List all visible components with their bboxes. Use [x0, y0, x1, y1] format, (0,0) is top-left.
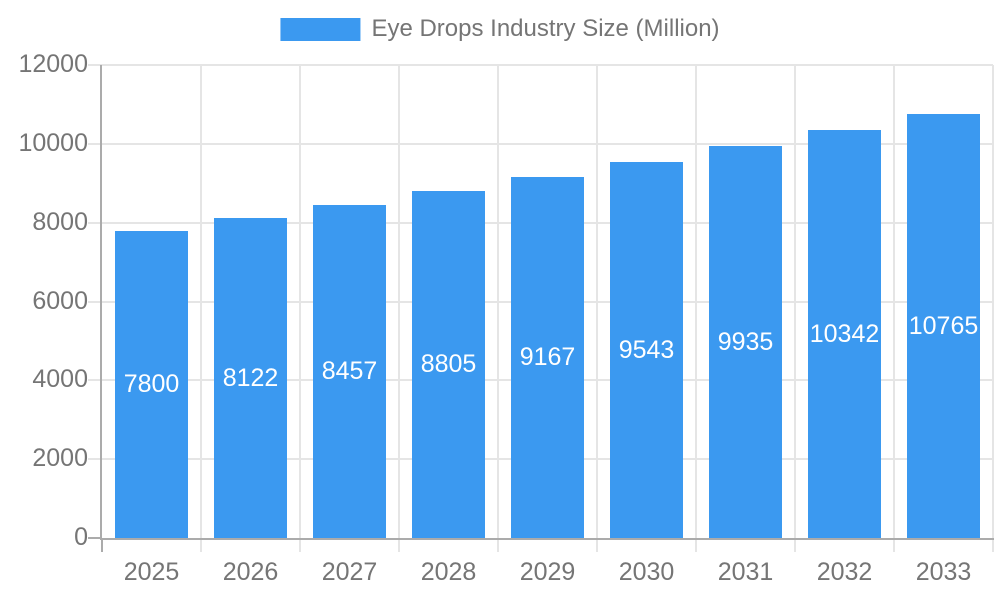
bar-2028[interactable]	[412, 190, 485, 538]
gridline-v	[398, 65, 400, 538]
bar-value-label: 9543	[618, 335, 675, 364]
x-tick-mark	[398, 540, 400, 552]
x-tick-mark	[695, 540, 697, 552]
x-tick-mark	[200, 540, 202, 552]
bar-2029[interactable]	[511, 176, 584, 538]
y-axis-line	[100, 65, 102, 540]
y-axis-tick-label: 4000	[32, 365, 88, 394]
y-axis-tick-label: 12000	[18, 50, 88, 78]
bar-2033[interactable]	[907, 113, 980, 538]
gridline-v	[596, 65, 598, 538]
x-axis-tick-label: 2025	[123, 558, 180, 586]
bar-value-label: 8122	[222, 363, 279, 392]
bar-2025[interactable]	[115, 230, 188, 538]
y-axis-tick-label: 10000	[18, 128, 88, 157]
gridline-v	[695, 65, 697, 538]
x-tick-mark	[101, 540, 103, 552]
bar-2026[interactable]	[214, 217, 287, 538]
bar-2032[interactable]	[808, 130, 881, 538]
x-axis-tick-label: 2030	[618, 558, 675, 586]
bar-value-label: 10765	[908, 311, 979, 340]
bar-value-label: 10342	[809, 320, 880, 349]
x-tick-mark	[299, 540, 301, 552]
x-axis-tick-label: 2027	[321, 558, 378, 586]
x-axis-tick-label: 2029	[519, 558, 576, 586]
x-axis-tick-label: 2026	[222, 558, 279, 586]
bar-value-label: 8805	[420, 350, 477, 379]
gridline-h	[88, 142, 993, 145]
y-axis-tick-label: 8000	[32, 207, 88, 236]
bar-value-label: 9167	[519, 343, 576, 372]
bar-value-label: 9935	[717, 328, 774, 357]
bar-value-label: 7800	[123, 370, 180, 399]
x-tick-mark	[992, 540, 994, 552]
x-axis-tick-label: 2031	[717, 558, 774, 586]
gridline-h	[88, 64, 993, 66]
x-axis-line	[100, 538, 994, 540]
x-tick-mark	[596, 540, 598, 552]
bar-2030[interactable]	[610, 161, 683, 538]
y-axis-tick-label: 6000	[32, 286, 88, 315]
x-axis-tick-label: 2033	[915, 558, 972, 586]
gridline-v	[992, 65, 994, 538]
bar-value-label: 8457	[321, 357, 378, 386]
y-axis-tick-label: 2000	[32, 444, 88, 473]
legend-series-label: Eye Drops Industry Size (Million)	[371, 15, 720, 42]
gridline-v	[299, 65, 301, 538]
x-tick-mark	[794, 540, 796, 552]
gridline-v	[893, 65, 895, 538]
x-axis-tick-label: 2028	[420, 558, 477, 586]
x-tick-mark	[893, 540, 895, 552]
legend[interactable]: Eye Drops Industry Size (Million)	[280, 15, 720, 42]
y-axis-tick-label: 0	[74, 523, 88, 551]
gridline-v	[794, 65, 796, 538]
x-axis-tick-label: 2032	[816, 558, 873, 586]
gridline-v	[497, 65, 499, 538]
gridline-v	[200, 65, 202, 538]
bar-2027[interactable]	[313, 204, 386, 538]
legend-swatch	[280, 17, 361, 41]
bar-2031[interactable]	[709, 146, 782, 538]
x-tick-mark	[497, 540, 499, 552]
y-tick-mark	[88, 537, 102, 539]
